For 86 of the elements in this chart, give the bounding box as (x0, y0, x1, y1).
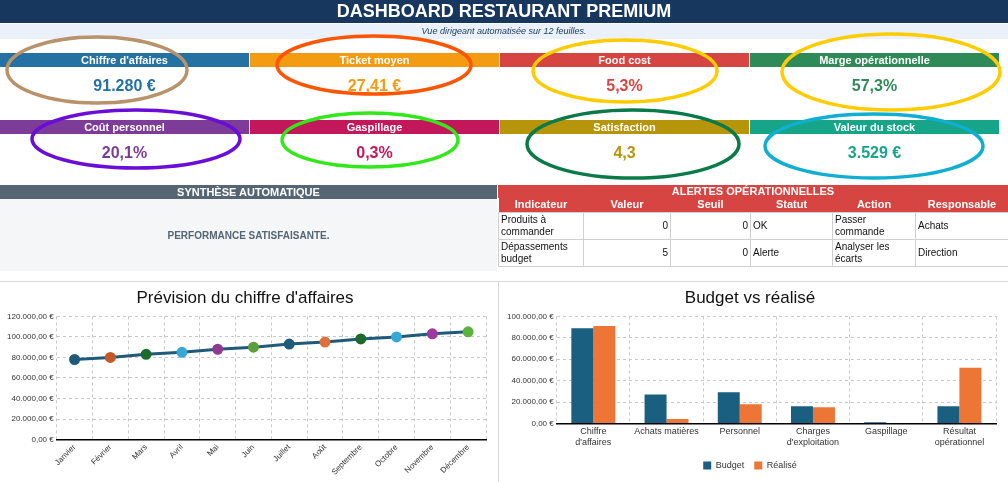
point (176, 346, 188, 358)
text: Produits à commander (501, 213, 554, 237)
bar (644, 394, 667, 423)
point (355, 333, 367, 345)
y-tick-label: 60.000,00 € (11, 373, 55, 383)
point (391, 331, 403, 343)
bar (812, 407, 835, 423)
text: Dépassements budget (501, 240, 568, 264)
category-label: Action (832, 198, 916, 212)
text: 0 (742, 219, 748, 231)
legend-label: Budget (715, 459, 745, 470)
y-tick-label: 120.000,00 € (6, 311, 55, 321)
category-label: Food cost (500, 53, 749, 67)
category-label: Responsable (915, 198, 1008, 212)
y-tick-label: 60.000,00 € (511, 354, 555, 364)
text: 0,3% (356, 144, 393, 161)
y-tick-label: 0,00 € (31, 434, 55, 444)
x-tick-label: Personnel (719, 426, 761, 437)
y-tick-label: 100.000,00 € (6, 332, 55, 342)
text: 5,3% (606, 77, 643, 94)
text: 5 (662, 246, 668, 258)
category-label: Indicateur (498, 198, 584, 212)
point (140, 348, 152, 360)
x-tick-label: Achats matières (634, 426, 700, 437)
y-tick-label: 80.000,00 € (511, 333, 555, 342)
bar (739, 404, 762, 423)
text: DASHBOARD RESTAURANT PREMIUM (0, 0, 1008, 23)
x-tick-label: Résultat opérationnel (934, 426, 985, 448)
point (426, 328, 438, 340)
category-label: Marge opérationnelle (750, 53, 999, 67)
y-tick-label: 20.000,00 € (511, 397, 555, 407)
text: 0 (742, 246, 748, 258)
category-label: Satisfaction (500, 120, 749, 134)
x-tick-label: Juin (239, 442, 257, 460)
category-label: Statut (750, 198, 833, 212)
bar (717, 392, 740, 423)
text: 27,41 € (347, 77, 402, 94)
x-tick-label: Chiffre d'affaires (575, 426, 612, 448)
point (319, 336, 331, 348)
text: 4,3 (613, 144, 636, 161)
point (104, 351, 116, 363)
text: OK (753, 219, 768, 231)
category-label: Valeur du stock (750, 120, 999, 134)
bar (593, 326, 616, 423)
y-tick-label: 40.000,00 € (11, 393, 55, 403)
text: SYNTHÈSE AUTOMATIQUE (0, 185, 497, 199)
text: Passer commande (835, 213, 885, 237)
text: 91.280 € (93, 77, 156, 94)
bar (791, 406, 813, 423)
y-tick-label: 40.000,00 € (511, 375, 555, 385)
point (247, 341, 259, 353)
point (283, 338, 295, 350)
text: Analyser les écarts (835, 240, 890, 264)
text: 3.529 € (847, 144, 902, 161)
text: 0 (662, 219, 668, 231)
category-label: Valeur (583, 198, 671, 212)
x-tick-label: Gaspillage (864, 426, 908, 437)
category-label: Gaspillage (250, 120, 499, 134)
bar (959, 367, 982, 423)
x-tick-label: Mai (205, 442, 221, 459)
text: Direction (918, 246, 958, 258)
category-label: Ticket moyen (250, 53, 499, 67)
point (212, 343, 224, 355)
bar (666, 419, 689, 423)
category-label: Chiffre d'affaires (0, 53, 249, 67)
bar (937, 406, 960, 423)
y-tick-label: 0,00 € (531, 418, 555, 428)
text: Vue dirigeant automatisée sur 12 feuilles. (0, 24, 1008, 39)
text: Alerte (753, 246, 780, 258)
y-tick-label: 100.000,00 € (506, 311, 555, 321)
point (69, 354, 81, 365)
category-label: Seuil (670, 198, 751, 212)
text: PERFORMANCE SATISFAISANTE. (167, 229, 330, 241)
text: 57,3% (851, 77, 898, 94)
text: 20,1% (101, 144, 148, 161)
chart-title: Prévision du chiffre d'affaires (136, 287, 354, 307)
chart-title: Budget vs réalisé (684, 287, 816, 307)
point (462, 326, 474, 338)
text: Achats (918, 219, 949, 231)
y-tick-label: 80.000,00 € (11, 352, 55, 362)
text: ALERTES OPÉRATIONNELLES (498, 185, 1008, 198)
bar (571, 328, 594, 423)
x-tick-label: Charges d'exploitation (786, 426, 840, 448)
y-tick-label: 20.000,00 € (11, 414, 55, 424)
category-label: Coût personnel (0, 120, 249, 134)
legend-label: Réalisé (766, 459, 797, 470)
